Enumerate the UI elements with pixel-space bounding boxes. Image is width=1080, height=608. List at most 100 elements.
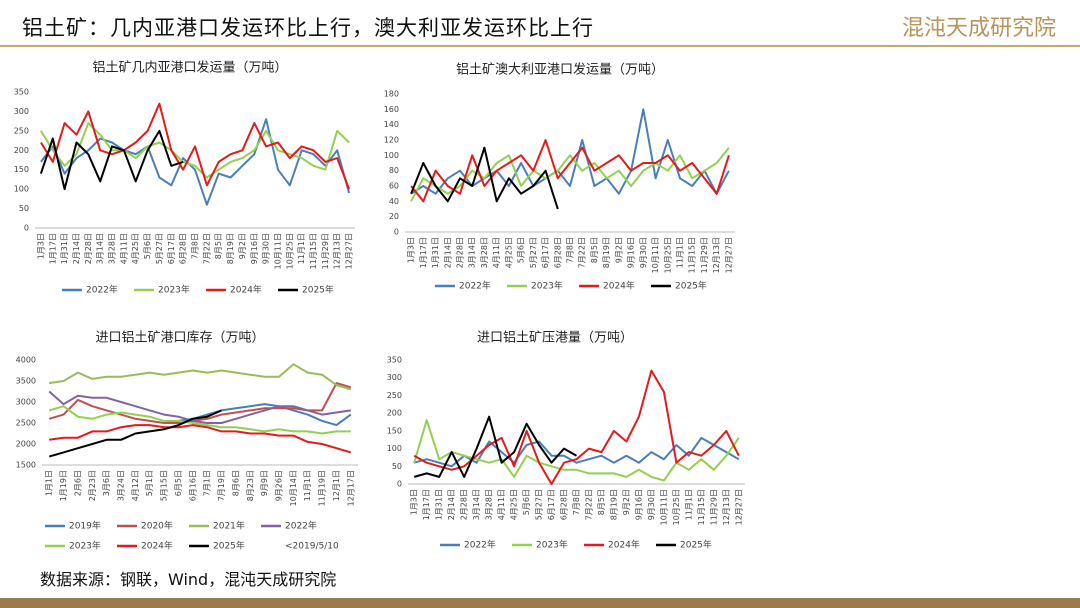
x-tick-label: 1月17日 [48,233,57,264]
legend-label: 2023年 [531,280,563,292]
y-tick-label: 0 [397,480,402,489]
x-tick-label: 9月16日 [634,489,643,520]
y-tick-label: 100 [387,444,402,453]
x-tick-label: 3月28日 [485,489,494,520]
x-tick-label: 10月11日 [659,489,668,525]
y-tick-label: 50 [392,462,402,471]
x-tick-label: 4月11日 [497,489,506,520]
x-tick-label: 4月12日 [131,470,140,501]
source-note: 数据来源：钢联，Wind，混沌天成研究院 [40,570,337,589]
x-tick-label: 11月15日 [697,489,706,525]
series-line [40,102,351,190]
x-tick-label: 2月23日 [88,470,97,501]
x-tick-label: 6月28日 [179,233,188,264]
x-tick-label: 12月27日 [724,237,733,273]
x-tick-label: 8月5日 [597,489,606,515]
y-tick-label: 100 [384,151,399,160]
legend-label: 2022年 [285,520,317,532]
x-tick-label: 4月25日 [510,489,519,520]
legend-label: 2022年 [464,539,496,551]
x-tick-label: 1月17日 [419,237,428,268]
y-tick-label: 120 [384,136,399,145]
y-tick-label: 50 [19,204,29,213]
chart-title: 进口铝土矿港口库存（万吨） [95,330,264,346]
x-tick-label: 8月19日 [609,489,618,520]
x-tick-label: 9月2日 [238,233,247,259]
legend-label: 2022年 [459,280,491,292]
x-tick-label: 9月2日 [614,237,623,263]
x-tick-label: 11月29日 [700,237,709,273]
x-tick-label: 8月23日 [246,470,255,501]
x-tick-label: 10月11日 [273,233,282,269]
x-tick-label: 5月1日 [145,470,154,496]
x-tick-label: 9月30日 [262,233,271,264]
legend-label: 2025年 [302,284,334,296]
y-tick-label: 160 [384,105,399,114]
x-tick-label: 9月16日 [627,237,636,268]
x-tick-label: 11月1日 [303,470,312,501]
legend-label: <2019/5/10 [285,542,339,552]
y-tick-label: 80 [389,166,399,175]
legend-label: 2024年 [230,284,262,296]
x-tick-label: 5月6日 [522,489,531,515]
y-tick-label: 20 [389,212,399,221]
x-tick-label: 4月11日 [119,233,128,264]
legend-label: 2024年 [603,280,635,292]
x-tick-label: 11月29日 [709,489,718,525]
series-line [48,382,352,424]
series-line [413,369,740,485]
charts: 铝土矿几内亚港口发运量（万吨）0501001502002503003501月3日… [14,60,745,552]
x-tick-label: 12月1日 [332,470,341,501]
x-tick-label: 11月19日 [318,470,327,506]
y-tick-label: 40 [389,197,399,206]
x-tick-label: 6月17日 [167,233,176,264]
x-tick-label: 12月13日 [722,489,731,525]
chart-title: 进口铝土矿压港量（万吨） [477,331,633,346]
x-tick-label: 6月17日 [541,237,550,268]
series-line [48,409,222,458]
x-tick-label: 8月19日 [602,237,611,268]
x-tick-label: 11月29日 [321,233,330,269]
x-tick-label: 2月28日 [84,233,93,264]
x-tick-label: 9月9日 [260,470,269,496]
x-tick-label: 7月22日 [202,233,211,264]
x-tick-label: 2月6日 [73,470,82,496]
legend-label: 2024年 [141,540,173,552]
y-tick-label: 200 [387,409,402,418]
x-tick-label: 1月17日 [422,489,431,520]
y-tick-label: 3500 [16,377,36,386]
series-line [48,405,351,435]
y-tick-label: 1500 [16,461,36,470]
x-tick-label: 12月17日 [346,470,355,506]
x-tick-label: 2月14日 [72,233,81,264]
x-tick-label: 10月11日 [651,237,660,273]
y-tick-label: 300 [387,373,402,382]
y-tick-label: 200 [14,146,29,155]
x-tick-label: 7月22日 [584,489,593,520]
y-tick-label: 2000 [16,440,36,449]
x-tick-label: 5月27日 [529,237,538,268]
x-tick-label: 9月26日 [275,470,284,501]
x-tick-label: 12月13日 [712,237,721,273]
x-tick-label: 1月3日 [407,237,416,263]
x-tick-label: 2月14日 [443,237,452,268]
legend-label: 2024年 [608,539,640,551]
legend-label: 2020年 [141,520,173,532]
series-line [410,146,559,210]
x-tick-label: 1月3日 [410,489,419,515]
y-tick-label: 0 [24,224,29,233]
y-tick-label: 100 [14,185,29,194]
y-tick-label: 150 [14,165,29,174]
x-tick-label: 10月25日 [663,237,672,273]
x-tick-label: 1月31日 [60,233,69,264]
x-tick-label: 5月15日 [160,470,169,501]
x-tick-label: 2月28日 [460,489,469,520]
legend-label: 2023年 [158,284,190,296]
x-tick-label: 2月28日 [456,237,465,268]
y-tick-label: 350 [14,88,29,97]
y-tick-label: 2500 [16,419,36,428]
x-tick-label: 8月19日 [226,233,235,264]
y-tick-label: 3000 [16,398,36,407]
x-tick-label: 11月1日 [684,489,693,520]
